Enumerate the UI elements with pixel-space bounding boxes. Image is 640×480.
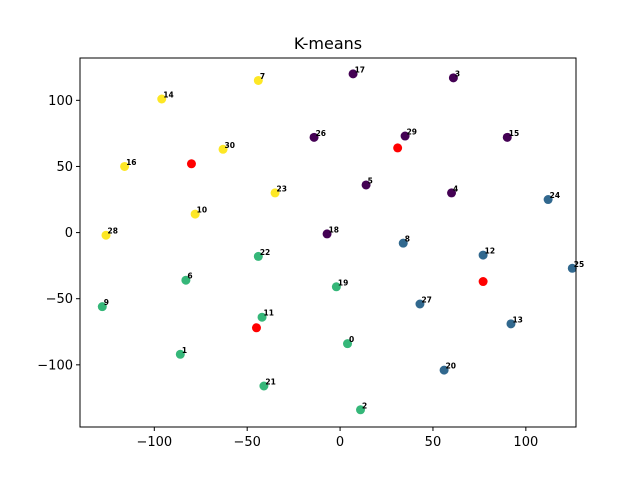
point-label: 25 [574, 260, 584, 269]
point-label: 27 [421, 296, 431, 305]
point-label: 26 [316, 129, 326, 138]
point-label: 6 [187, 272, 192, 281]
y-tick-label: −50 [46, 292, 73, 307]
x-tick-label: 100 [513, 435, 538, 450]
point-label: 4 [453, 184, 458, 193]
x-tick-label: −50 [233, 435, 260, 450]
point-label: 8 [405, 235, 410, 244]
point-label: 10 [197, 206, 207, 215]
point-label: 0 [349, 335, 354, 344]
y-tick-label: 100 [48, 94, 73, 109]
point-label: 30 [225, 141, 235, 150]
x-tick-label: −100 [136, 435, 172, 450]
y-tick-label: −100 [37, 358, 73, 373]
point-label: 11 [264, 309, 274, 318]
point-label: 23 [277, 184, 287, 193]
centroid-point [252, 323, 261, 332]
point-label: 9 [104, 298, 109, 307]
point-label: 19 [338, 278, 348, 287]
chart-title: K-means [294, 34, 362, 53]
point-label: 13 [512, 315, 522, 324]
point-label: 14 [163, 91, 173, 100]
point-label: 3 [455, 69, 460, 78]
point-label: 22 [260, 248, 270, 257]
point-label: 15 [509, 129, 519, 138]
point-label: 7 [260, 72, 265, 81]
point-label: 17 [355, 65, 365, 74]
centroid-point [479, 277, 488, 286]
centroid-point [393, 143, 402, 152]
centroid-point [187, 159, 196, 168]
point-label: 1 [182, 346, 187, 355]
point-label: 18 [329, 225, 339, 234]
y-tick-label: 0 [65, 226, 73, 241]
point-label: 12 [485, 247, 495, 256]
point-label: 21 [265, 378, 275, 387]
y-tick-label: 50 [56, 160, 73, 175]
x-tick-label: 50 [425, 435, 442, 450]
x-tick-label: 0 [336, 435, 344, 450]
point-label: 2 [362, 401, 367, 410]
point-label: 20 [446, 362, 456, 371]
point-label: 29 [407, 128, 417, 137]
point-label: 5 [368, 176, 373, 185]
point-label: 24 [550, 191, 560, 200]
point-label: 16 [126, 158, 136, 167]
point-label: 28 [108, 227, 118, 236]
